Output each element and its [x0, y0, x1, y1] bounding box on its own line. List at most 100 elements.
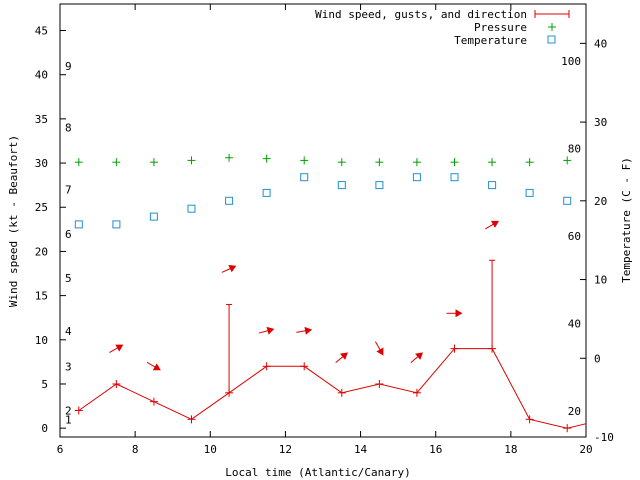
temperature-point [375, 181, 384, 190]
arrow-shaft [221, 267, 232, 273]
legend-temperature-label: Temperature [454, 34, 527, 47]
temperature-point [112, 220, 121, 229]
y-left-tick-label: 20 [35, 245, 48, 258]
x-axis-label: Local time (Atlantic/Canary) [225, 466, 410, 479]
x-tick-label: 18 [504, 443, 517, 456]
x-tick-label: 10 [204, 443, 217, 456]
y-left-tick-label: 30 [35, 157, 48, 170]
y-axis-left-label: Wind speed (kt - Beaufort) [7, 135, 20, 307]
arrow-head [266, 326, 275, 335]
x-tick-label: 14 [354, 443, 368, 456]
y-right-tick-label: 0 [594, 352, 601, 365]
arrow-head [115, 344, 124, 352]
legend-pressure-label: Pressure [474, 21, 527, 34]
y-left-tick-label: 0 [41, 422, 48, 435]
plot-frame [59, 3, 587, 438]
beaufort-label: 1 [65, 413, 72, 426]
arrow-shaft [410, 355, 419, 364]
y-left-tick-label: 45 [35, 25, 48, 38]
pressure-point [149, 158, 158, 167]
pressure-point [563, 156, 572, 165]
wind-direction-arrow [446, 309, 463, 318]
temperature-point [563, 196, 572, 205]
wind-speed-point [300, 362, 309, 371]
temperature-point [525, 188, 534, 197]
arrow-shaft [374, 341, 381, 351]
wind-direction-arrow [109, 344, 124, 354]
x-tick-label: 16 [429, 443, 442, 456]
arrow-head [415, 352, 424, 360]
arrow-head [455, 309, 463, 318]
wind-speed-point [563, 424, 572, 433]
axes-layer: 6 8 10 12 14 16 18 20051015202530354045-1001020… [35, 3, 614, 456]
arrow-head [376, 347, 384, 356]
temperature-point [300, 173, 309, 182]
arrow-head [152, 363, 161, 371]
pressure-point [337, 158, 346, 167]
wind-speed-point [412, 388, 421, 397]
y-left-tick-label: 35 [35, 113, 48, 126]
pressure-point [300, 156, 309, 165]
temperature-point [187, 204, 196, 213]
y-left-tick-label: 40 [35, 69, 48, 82]
pressure-point [187, 156, 196, 165]
y-left-tick-label: 5 [41, 378, 48, 391]
wind-direction-arrow [258, 326, 275, 335]
wind-speed-point [112, 379, 121, 388]
pressure-point [412, 158, 421, 167]
wind-direction-arrow [484, 220, 500, 230]
arrow-shaft [484, 223, 495, 230]
y-right-tick-label: -10 [594, 431, 614, 444]
fahrenheit-label: 20 [568, 405, 581, 418]
temperature-point [149, 212, 158, 221]
wind-speed-point [525, 415, 534, 424]
temperature-point [262, 188, 271, 197]
temperature-point [337, 181, 346, 190]
pressure-point [262, 154, 271, 163]
wind-speed-point [149, 397, 158, 406]
arrow-head [339, 352, 348, 360]
arrow-head [228, 265, 237, 273]
wind-speed-point [450, 344, 459, 353]
pressure-point [525, 158, 534, 167]
series-layer [74, 153, 587, 433]
beaufort-label: 8 [65, 122, 72, 135]
x-tick-label: 6 [57, 443, 64, 456]
temperature-point [74, 220, 83, 229]
legend-pressure-marker [548, 23, 556, 31]
arrow-shaft [109, 347, 119, 354]
beaufort-label: 5 [65, 272, 72, 285]
temperature-point [225, 196, 234, 205]
wind-speed-point [74, 406, 83, 415]
beaufort-label: 9 [65, 60, 72, 73]
wind-direction-arrow [374, 341, 384, 356]
wind-direction-arrow [296, 326, 313, 335]
wind-speed-point [337, 388, 346, 397]
legend: Wind speed, gusts, and direction Pressur… [315, 8, 570, 47]
arrow-shaft [258, 329, 269, 334]
temperature-point [412, 173, 421, 182]
y-right-tick-label: 20 [594, 195, 607, 208]
pressure-point [225, 153, 234, 162]
arrow-head [490, 220, 500, 228]
pressure-point [488, 158, 497, 167]
y-left-tick-label: 15 [35, 290, 48, 303]
arrow-head [304, 326, 313, 335]
wind-direction-arrow [146, 361, 161, 371]
arrow-shaft [296, 330, 307, 333]
beaufort-label: 4 [65, 325, 72, 338]
x-tick-label: 8 [132, 443, 139, 456]
fahrenheit-label: 80 [568, 142, 581, 155]
wind-direction-arrow [221, 265, 237, 273]
legend-wind-label: Wind speed, gusts, and direction [315, 8, 527, 21]
y-left-tick-label: 10 [35, 334, 48, 347]
x-tick-label: 12 [279, 443, 292, 456]
pressure-point [74, 158, 83, 167]
y-left-tick-label: 25 [35, 201, 48, 214]
legend-temperature-marker [547, 35, 556, 44]
arrow-shaft [335, 355, 344, 364]
temperature-point [488, 181, 497, 190]
fahrenheit-label: 40 [568, 317, 581, 330]
wind-direction-arrow [335, 352, 348, 364]
